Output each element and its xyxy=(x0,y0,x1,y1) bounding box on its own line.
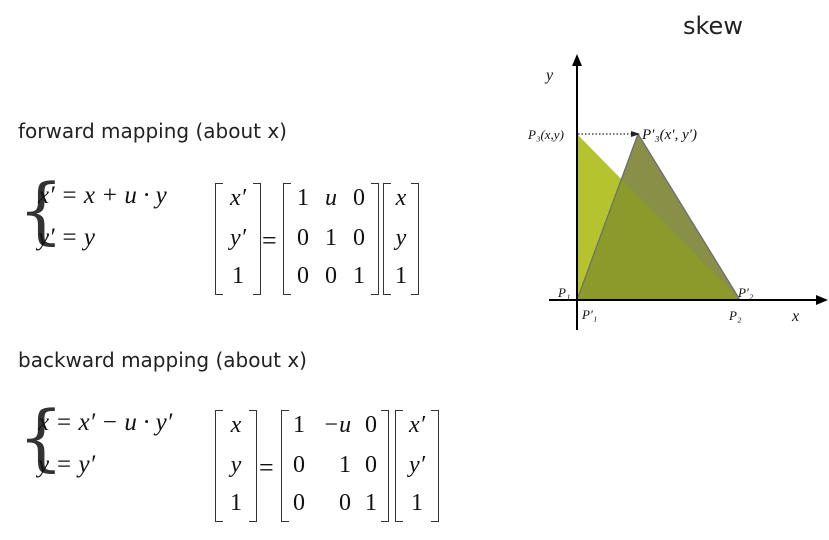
matrix-cell: 0 xyxy=(365,452,377,478)
bracket-left xyxy=(395,410,403,522)
matrix-cell: −u xyxy=(322,412,352,438)
x-axis-arrowhead xyxy=(816,295,828,305)
matrix-cell: 0 xyxy=(353,225,365,251)
matrix-cell: 0 xyxy=(339,490,351,516)
forward-lhs-vector: x′ y′ 1 xyxy=(215,183,261,295)
backward-rhs-vector: x′ y′ 1 xyxy=(395,410,439,522)
matrix-cell: 0 xyxy=(293,490,305,516)
matrix-cell: 0 xyxy=(297,263,309,289)
matrix-cell: 0 xyxy=(365,412,377,438)
matrix-cell: 1 xyxy=(293,412,305,438)
label-p3: P₃(x,y) xyxy=(527,127,564,142)
bracket-right xyxy=(253,183,261,295)
skew-arrowhead xyxy=(631,131,640,137)
y-axis-arrowhead xyxy=(572,54,582,66)
rhs-cell-1: y′ xyxy=(409,452,425,478)
equals-sign: = xyxy=(262,226,277,255)
label-p2: P₂ xyxy=(728,308,742,323)
label-p1: P₁ xyxy=(557,285,570,300)
matrix-cell: 1 xyxy=(339,452,351,478)
matrix-cell: 0 xyxy=(297,225,309,251)
lhs-cell-0: x xyxy=(230,412,242,438)
forward-matrix: 1 u 0 0 1 0 0 0 1 xyxy=(283,183,379,295)
forward-equation-system: { x′ = x + u · y y′ = y xyxy=(18,170,188,258)
lhs-cell-2: 1 xyxy=(232,263,244,289)
lhs-cell-1: y xyxy=(230,452,242,478)
matrix-cell: 1 xyxy=(325,225,337,251)
backward-matrix: 1 −u 0 0 1 0 0 0 1 xyxy=(281,410,389,522)
bracket-left xyxy=(215,410,223,522)
equals-sign: = xyxy=(259,453,274,482)
y-axis-label: y xyxy=(544,67,554,84)
forward-eq-x: x′ = x + u · y xyxy=(38,182,167,209)
backward-lhs-vector: x y 1 xyxy=(215,410,257,522)
x-axis-label: x xyxy=(791,308,799,325)
lhs-cell-0: x′ xyxy=(230,185,246,211)
matrix-cell: 1 xyxy=(353,263,365,289)
label-p1-prime: P′₁ xyxy=(581,307,597,322)
label-p3-prime: P′₃(x′, y′) xyxy=(641,127,697,143)
overlap-region xyxy=(577,134,740,300)
rhs-cell-0: x xyxy=(395,185,407,211)
bracket-left xyxy=(215,183,223,295)
bracket-right xyxy=(411,183,419,295)
matrix-cell: 0 xyxy=(293,452,305,478)
rhs-cell-1: y xyxy=(395,225,407,251)
rhs-cell-2: 1 xyxy=(411,490,423,516)
rhs-cell-0: x′ xyxy=(409,412,425,438)
lhs-cell-1: y′ xyxy=(230,225,246,251)
matrix-cell: 0 xyxy=(353,185,365,211)
label-p2-prime: P′₂ xyxy=(737,285,754,300)
lhs-cell-2: 1 xyxy=(230,490,242,516)
forward-eq-y: y′ = y xyxy=(38,224,96,251)
forward-rhs-vector: x y 1 xyxy=(383,183,419,295)
left-brace: { xyxy=(18,168,64,252)
bracket-left xyxy=(281,410,289,522)
rhs-cell-2: 1 xyxy=(395,263,407,289)
bracket-right xyxy=(431,410,439,522)
backward-equation-system: { x = x′ − u · y′ y = y′ xyxy=(18,397,208,485)
matrix-cell: 1 xyxy=(365,490,377,516)
bracket-right xyxy=(381,410,389,522)
bracket-left xyxy=(283,183,291,295)
backward-eq-y: y = y′ xyxy=(38,451,96,478)
backward-eq-x: x = x′ − u · y′ xyxy=(38,409,173,436)
forward-heading: forward mapping (about x) xyxy=(18,119,287,143)
bracket-right xyxy=(249,410,257,522)
matrix-cell: 0 xyxy=(325,263,337,289)
left-brace: { xyxy=(18,395,64,479)
backward-heading: backward mapping (about x) xyxy=(18,348,307,372)
diagram-title: skew xyxy=(683,12,743,40)
bracket-left xyxy=(383,183,391,295)
bracket-right xyxy=(371,183,379,295)
matrix-cell: u xyxy=(325,185,337,211)
matrix-cell: 1 xyxy=(297,185,309,211)
